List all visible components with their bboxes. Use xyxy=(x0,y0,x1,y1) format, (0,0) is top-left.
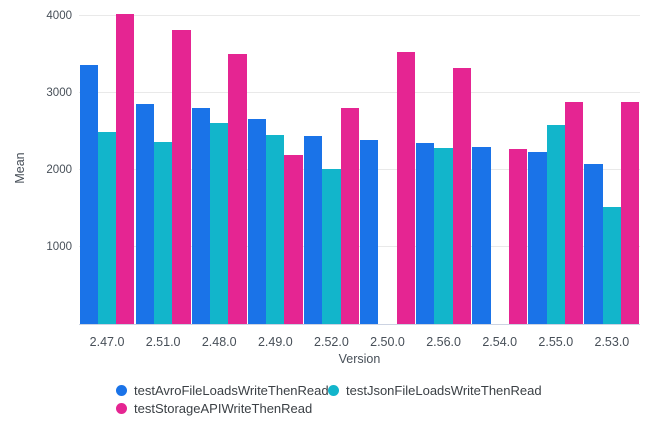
legend-label: testAvroFileLoadsWriteThenRead xyxy=(134,382,329,398)
bar-testJsonFileLoadsWriteThenRead-2.55.0[interactable] xyxy=(546,124,565,324)
x-tick-2.51.0: 2.51.0 xyxy=(145,335,181,349)
bar-testJsonFileLoadsWriteThenRead-2.49.0[interactable] xyxy=(266,135,285,324)
bar-testStorageAPIWriteThenRead-2.50.0[interactable] xyxy=(396,52,415,324)
legend-swatch-icon xyxy=(328,384,339,396)
bar-testJsonFileLoadsWriteThenRead-2.56.0[interactable] xyxy=(434,147,453,324)
x-tick-2.47.0: 2.47.0 xyxy=(89,335,125,349)
bar-testJsonFileLoadsWriteThenRead-2.52.0[interactable] xyxy=(322,169,341,324)
legend-item-testAvroFileLoadsWriteThenRead[interactable]: testAvroFileLoadsWriteThenRead xyxy=(116,382,329,398)
bar-testJsonFileLoadsWriteThenRead-2.51.0[interactable] xyxy=(153,142,173,324)
legend-label: testJsonFileLoadsWriteThenRead xyxy=(346,382,542,398)
y-tick-2000: 2000 xyxy=(46,164,72,176)
legend-label: testStorageAPIWriteThenRead xyxy=(134,400,313,416)
bar-testStorageAPIWriteThenRead-2.48.0[interactable] xyxy=(228,53,247,324)
x-tick-2.54.0: 2.54.0 xyxy=(482,335,518,349)
plot-area xyxy=(79,10,640,325)
gridline-1000 xyxy=(79,246,640,247)
bar-testAvroFileLoadsWriteThenRead-2.55.0[interactable] xyxy=(528,152,547,324)
gridline-3000 xyxy=(79,92,640,93)
bar-group-2.49.0 xyxy=(247,10,303,324)
legend-swatch-icon xyxy=(116,384,127,396)
x-tick-2.52.0: 2.52.0 xyxy=(314,335,349,349)
y-tick-3000: 3000 xyxy=(46,87,72,99)
bar-testJsonFileLoadsWriteThenRead-2.48.0[interactable] xyxy=(210,123,229,324)
y-tick-1000: 1000 xyxy=(46,241,72,253)
bar-testAvroFileLoadsWriteThenRead-2.56.0[interactable] xyxy=(416,143,435,324)
bar-group-2.55.0 xyxy=(528,10,584,324)
bar-testStorageAPIWriteThenRead-2.55.0[interactable] xyxy=(564,102,584,324)
bar-testStorageAPIWriteThenRead-2.54.0[interactable] xyxy=(508,149,528,324)
bar-groups xyxy=(79,10,640,324)
bar-group-2.50.0 xyxy=(359,10,415,324)
x-axis-title: Version xyxy=(338,352,381,366)
bar-group-2.56.0 xyxy=(416,10,472,324)
legend-item-testJsonFileLoadsWriteThenRead[interactable]: testJsonFileLoadsWriteThenRead xyxy=(328,382,542,398)
bar-testStorageAPIWriteThenRead-2.53.0[interactable] xyxy=(621,102,640,324)
legend-item-testStorageAPIWriteThenRead[interactable]: testStorageAPIWriteThenRead xyxy=(116,400,313,416)
x-axis-baseline xyxy=(79,324,640,325)
bar-testStorageAPIWriteThenRead-2.52.0[interactable] xyxy=(340,107,359,324)
bar-testJsonFileLoadsWriteThenRead-2.47.0[interactable] xyxy=(97,132,117,324)
bar-testAvroFileLoadsWriteThenRead-2.52.0[interactable] xyxy=(303,136,323,324)
legend-swatch-icon xyxy=(116,402,127,414)
gridline-2000 xyxy=(79,169,640,170)
bar-testAvroFileLoadsWriteThenRead-2.53.0[interactable] xyxy=(584,163,603,324)
bar-testStorageAPIWriteThenRead-2.56.0[interactable] xyxy=(452,68,472,324)
bar-group-2.48.0 xyxy=(191,10,247,324)
x-tick-2.56.0: 2.56.0 xyxy=(426,335,461,349)
bar-testAvroFileLoadsWriteThenRead-2.54.0[interactable] xyxy=(472,146,491,324)
x-tick-2.48.0: 2.48.0 xyxy=(201,335,237,349)
bar-testJsonFileLoadsWriteThenRead-2.53.0[interactable] xyxy=(602,206,622,324)
bar-testStorageAPIWriteThenRead-2.51.0[interactable] xyxy=(172,29,191,324)
y-tick-4000: 4000 xyxy=(46,10,72,22)
bar-group-2.53.0 xyxy=(584,10,640,324)
x-tick-2.50.0: 2.50.0 xyxy=(370,335,405,349)
x-tick-2.49.0: 2.49.0 xyxy=(257,335,293,349)
bar-testStorageAPIWriteThenRead-2.49.0[interactable] xyxy=(284,155,303,324)
x-axis-tick-labels: 2.47.0 2.51.0 2.48.0 2.49.0 2.52.0 2.50.0 2.56… xyxy=(79,335,640,349)
bar-testStorageAPIWriteThenRead-2.47.0[interactable] xyxy=(116,13,135,324)
bar-group-2.52.0 xyxy=(303,10,359,324)
bar-testAvroFileLoadsWriteThenRead-2.51.0[interactable] xyxy=(135,103,154,324)
bar-group-2.51.0 xyxy=(135,10,191,324)
x-tick-2.53.0: 2.53.0 xyxy=(594,335,630,349)
bar-testAvroFileLoadsWriteThenRead-2.47.0[interactable] xyxy=(79,65,98,324)
bar-testAvroFileLoadsWriteThenRead-2.48.0[interactable] xyxy=(191,107,211,324)
gridline-4000 xyxy=(79,15,640,16)
bar-testAvroFileLoadsWriteThenRead-2.49.0[interactable] xyxy=(247,119,267,324)
x-tick-2.55.0: 2.55.0 xyxy=(538,335,574,349)
bar-testAvroFileLoadsWriteThenRead-2.50.0[interactable] xyxy=(360,139,379,324)
bar-group-2.54.0 xyxy=(472,10,528,324)
bar-group-2.47.0 xyxy=(79,10,135,324)
